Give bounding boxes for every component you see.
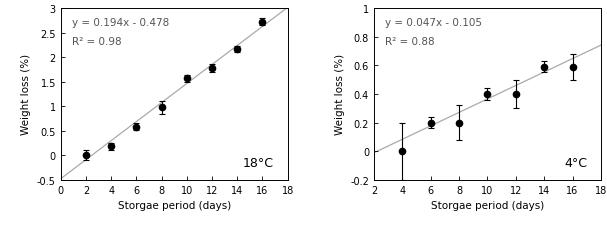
Text: R² = 0.88: R² = 0.88: [385, 36, 435, 46]
Text: R² = 0.98: R² = 0.98: [72, 36, 121, 46]
Text: y = 0.194x - 0.478: y = 0.194x - 0.478: [72, 18, 169, 27]
X-axis label: Storgae period (days): Storgae period (days): [118, 200, 231, 210]
Text: 18°C: 18°C: [243, 157, 274, 170]
Text: y = 0.047x - 0.105: y = 0.047x - 0.105: [385, 18, 483, 27]
Y-axis label: Weight loss (%): Weight loss (%): [334, 54, 345, 135]
X-axis label: Storgae period (days): Storgae period (days): [431, 200, 544, 210]
Y-axis label: Weight loss (%): Weight loss (%): [21, 54, 32, 135]
Text: 4°C: 4°C: [565, 157, 588, 170]
